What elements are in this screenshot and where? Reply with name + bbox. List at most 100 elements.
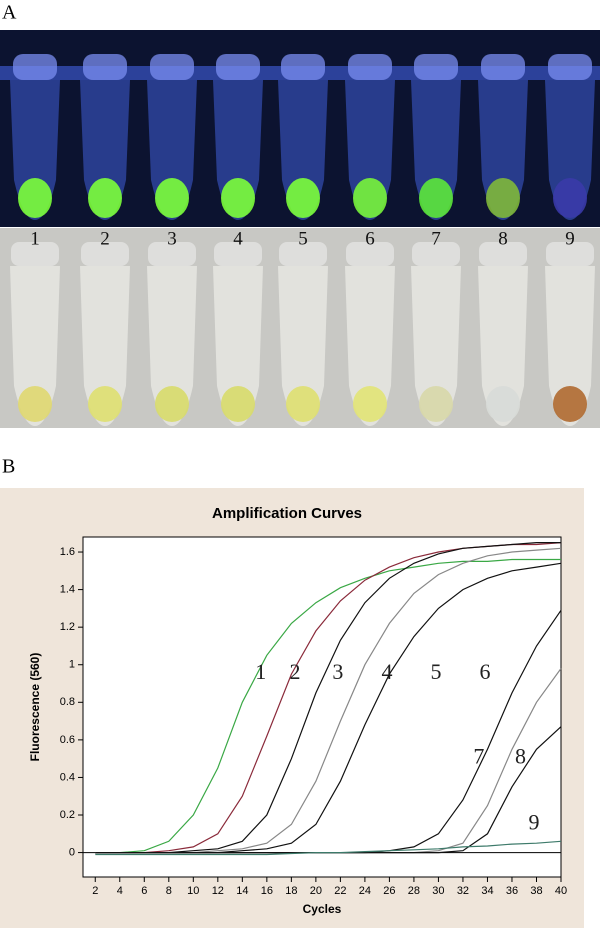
- x-tick-label: 16: [261, 885, 273, 897]
- tube-glow: [419, 178, 453, 218]
- tube-liquid: [286, 386, 320, 422]
- tube-label: 5: [298, 228, 308, 249]
- x-tick-label: 4: [117, 885, 123, 897]
- curve-label: 3: [332, 659, 343, 684]
- tube: [545, 266, 595, 426]
- y-tick-label: 0.2: [60, 809, 75, 821]
- curve-label: 8: [515, 744, 526, 769]
- y-axis-label: Fluorescence (560): [28, 653, 42, 762]
- tube-cap: [11, 242, 59, 266]
- tube-cap: [346, 242, 394, 266]
- tube-liquid: [353, 386, 387, 422]
- y-tick-label: 0: [69, 846, 75, 858]
- curve-label: 9: [529, 809, 540, 834]
- panel-label: A: [2, 2, 17, 24]
- tube-cap: [216, 54, 260, 80]
- y-tick-label: 0.6: [60, 734, 75, 746]
- tube-cap: [150, 54, 194, 80]
- tube: [345, 266, 395, 426]
- tube-cap: [148, 242, 196, 266]
- tube-glow: [155, 178, 189, 218]
- tube-liquid: [155, 386, 189, 422]
- x-tick-label: 38: [530, 885, 542, 897]
- x-tick-label: 30: [432, 885, 444, 897]
- tube-glow: [553, 178, 587, 218]
- x-tick-label: 14: [236, 885, 248, 897]
- x-tick-label: 20: [310, 885, 322, 897]
- y-tick-label: 1: [69, 659, 75, 671]
- curve-label: 6: [480, 659, 491, 684]
- tube: [478, 266, 528, 426]
- curve-label: 2: [290, 659, 301, 684]
- plot-area: [82, 536, 562, 878]
- tube-label: 2: [100, 228, 110, 249]
- curve-label: 5: [430, 659, 441, 684]
- tube-cap: [414, 54, 458, 80]
- tube-cap: [13, 54, 57, 80]
- x-tick-label: 6: [141, 885, 147, 897]
- x-tick-label: 36: [506, 885, 518, 897]
- plot: 00.20.40.60.811.21.41.62 4 6 8 10 12 14 16 18 20 2…: [60, 541, 567, 897]
- tube-liquid: [419, 386, 453, 422]
- tube-glow: [486, 178, 520, 218]
- x-tick-label: 2: [92, 885, 98, 897]
- tube-cap: [479, 242, 527, 266]
- tube-cap: [546, 242, 594, 266]
- tube-liquid: [553, 386, 587, 422]
- x-tick-label: 8: [166, 885, 172, 897]
- tube-cap: [281, 54, 325, 80]
- tube: [411, 266, 461, 426]
- tube-glow: [353, 178, 387, 218]
- x-tick-label: 34: [481, 885, 493, 897]
- tube-label: 3: [167, 228, 177, 249]
- tube-liquid: [221, 386, 255, 422]
- tube-cap: [412, 242, 460, 266]
- tube-glow: [286, 178, 320, 218]
- tube-cap: [81, 242, 129, 266]
- tube: [80, 266, 130, 426]
- tube-liquid: [88, 386, 122, 422]
- x-tick-label: 12: [212, 885, 224, 897]
- x-tick-label: 18: [285, 885, 297, 897]
- curve-label: 4: [381, 659, 392, 684]
- x-tick-label: 32: [457, 885, 469, 897]
- x-tick-label: 24: [359, 885, 371, 897]
- tube-label: 4: [233, 228, 243, 249]
- tube: [213, 266, 263, 426]
- curve: [95, 840, 562, 856]
- x-tick-label: 40: [555, 885, 567, 897]
- y-tick-label: 0.4: [60, 771, 75, 783]
- tube-cap: [214, 242, 262, 266]
- x-tick-label: 26: [383, 885, 395, 897]
- tube-label: 1: [30, 228, 40, 249]
- tube-label: 8: [498, 228, 508, 249]
- tube-cap: [279, 242, 327, 266]
- tube-cap: [348, 54, 392, 80]
- tube-glow: [221, 178, 255, 218]
- tube-label: 7: [431, 228, 441, 249]
- tube: [10, 266, 60, 426]
- y-tick-label: 1.2: [60, 621, 75, 633]
- tubes: 1 2 3 4 5 6 7 8 9: [10, 54, 595, 426]
- tube-liquid: [486, 386, 520, 422]
- tube: [278, 266, 328, 426]
- tube-cap: [83, 54, 127, 80]
- tube: [147, 266, 197, 426]
- tube-glow: [88, 178, 122, 218]
- y-tick-label: 1.6: [60, 546, 75, 558]
- x-tick-label: 28: [408, 885, 420, 897]
- tube-liquid: [18, 386, 52, 422]
- x-tick-label: 10: [187, 885, 199, 897]
- tube-cap: [481, 54, 525, 80]
- tube-glow: [18, 178, 52, 218]
- tube-label: 9: [565, 228, 575, 249]
- x-axis-label: Cycles: [303, 902, 342, 916]
- curve: [95, 558, 561, 854]
- y-tick-label: 1.4: [60, 584, 75, 596]
- tube-label: 6: [365, 228, 375, 249]
- panel-label: B: [2, 456, 15, 478]
- curve-label: 7: [473, 744, 484, 769]
- chart-title: Amplification Curves: [212, 505, 362, 522]
